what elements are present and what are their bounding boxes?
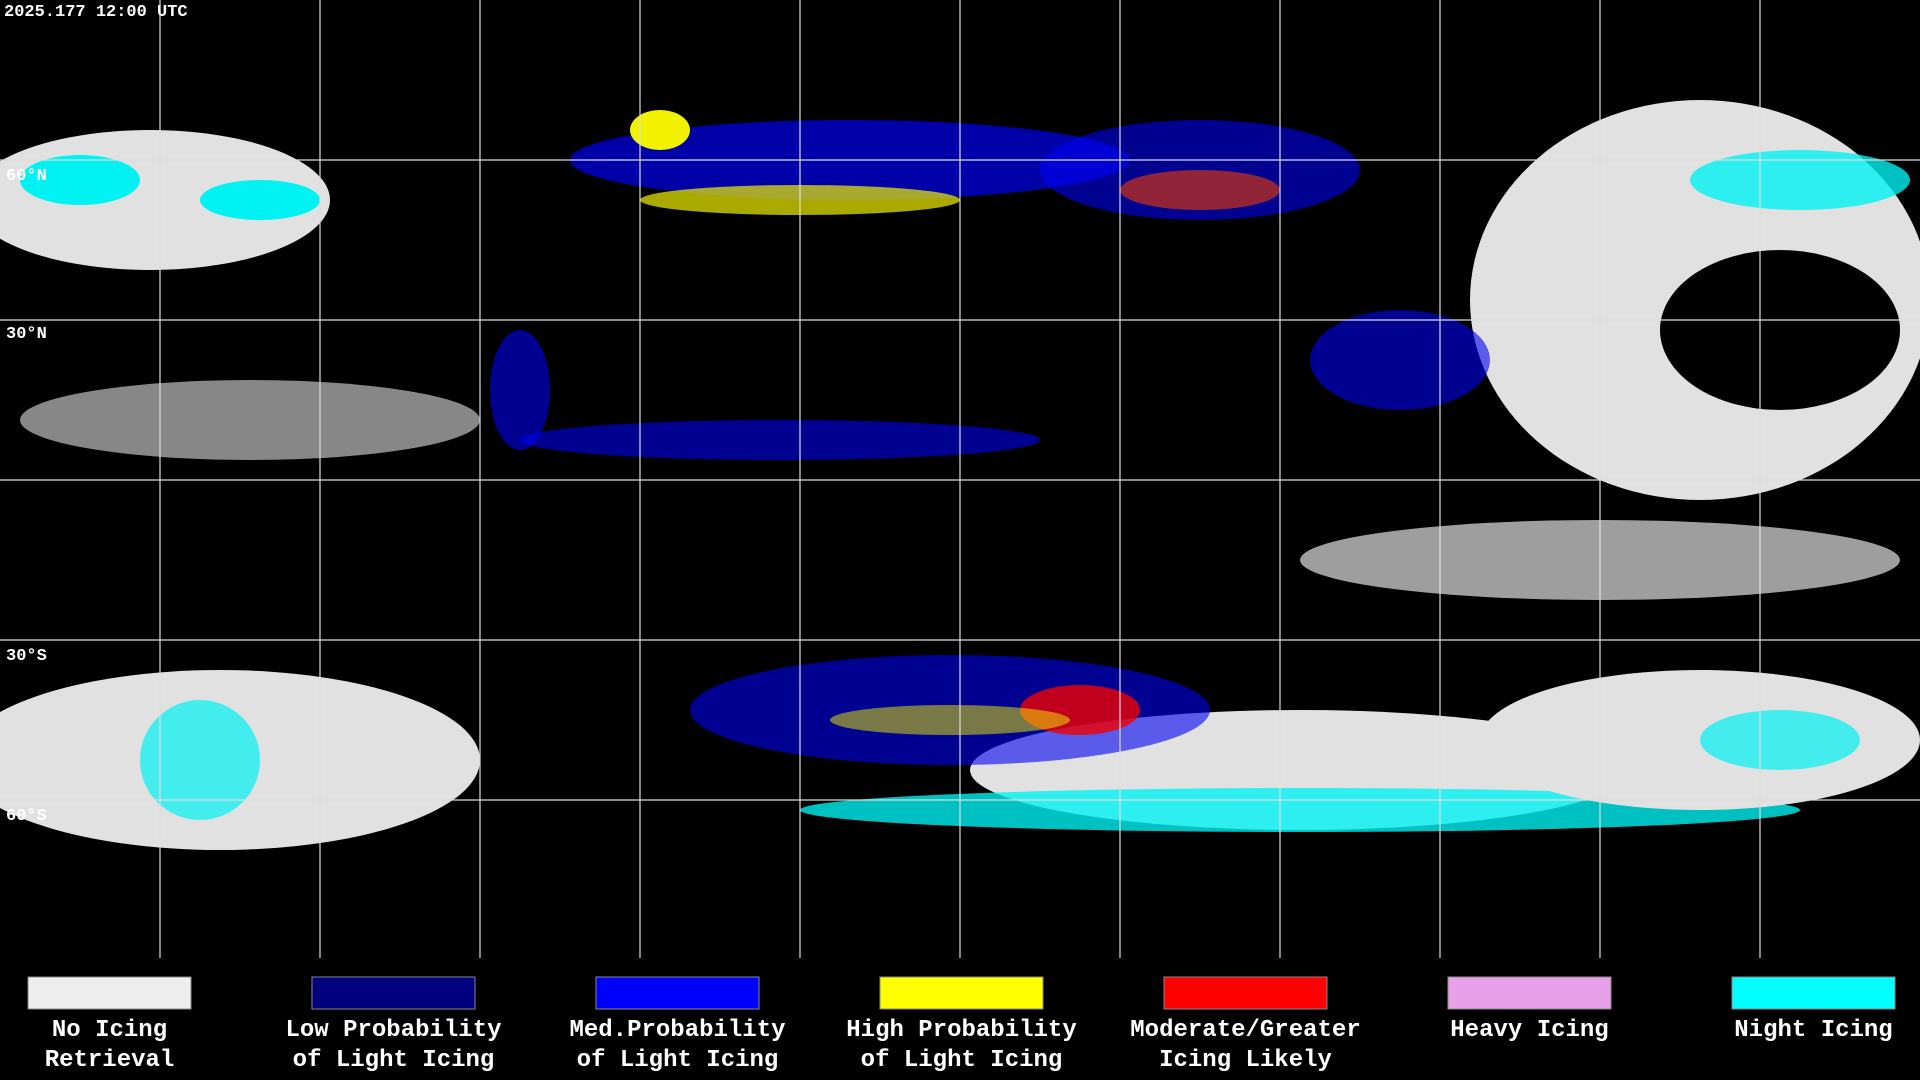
- legend-label: of Light Icing: [293, 1047, 495, 1074]
- legend-label: High Probability: [846, 1017, 1076, 1044]
- legend-label: Low Probability: [285, 1017, 501, 1044]
- legend-swatch: [1447, 976, 1612, 1010]
- legend-label: Moderate/Greater: [1130, 1017, 1360, 1044]
- latitude-label: 30°N: [6, 325, 47, 344]
- legend-swatch: [879, 976, 1044, 1010]
- legend-label: of Light Icing: [861, 1047, 1063, 1074]
- legend-label: Heavy Icing: [1450, 1017, 1608, 1044]
- latitude-label: 30°S: [6, 647, 47, 666]
- legend-label: No Icing: [52, 1017, 167, 1044]
- legend-swatch: [1163, 976, 1328, 1010]
- graticule: [0, 0, 1920, 958]
- legend-swatch: [311, 976, 476, 1010]
- legend-swatch: [595, 976, 760, 1010]
- legend-label: Med.Probability: [569, 1017, 785, 1044]
- cloud-field: [0, 100, 1920, 850]
- legend-label: Night Icing: [1734, 1017, 1892, 1044]
- legend-label: Retrieval: [45, 1047, 175, 1074]
- legend-swatch: [1731, 976, 1896, 1010]
- legend: No Icing Retrieval Low Probability of Light…: [27, 976, 1896, 1074]
- legend-swatch: [27, 976, 192, 1010]
- legend-label: Icing Likely: [1159, 1047, 1332, 1074]
- latitude-label: 60°N: [6, 167, 47, 186]
- timestamp: 2025.177 12:00 UTC: [4, 3, 188, 22]
- legend-label: of Light Icing: [577, 1047, 779, 1074]
- latitude-label: 60°S: [6, 807, 47, 826]
